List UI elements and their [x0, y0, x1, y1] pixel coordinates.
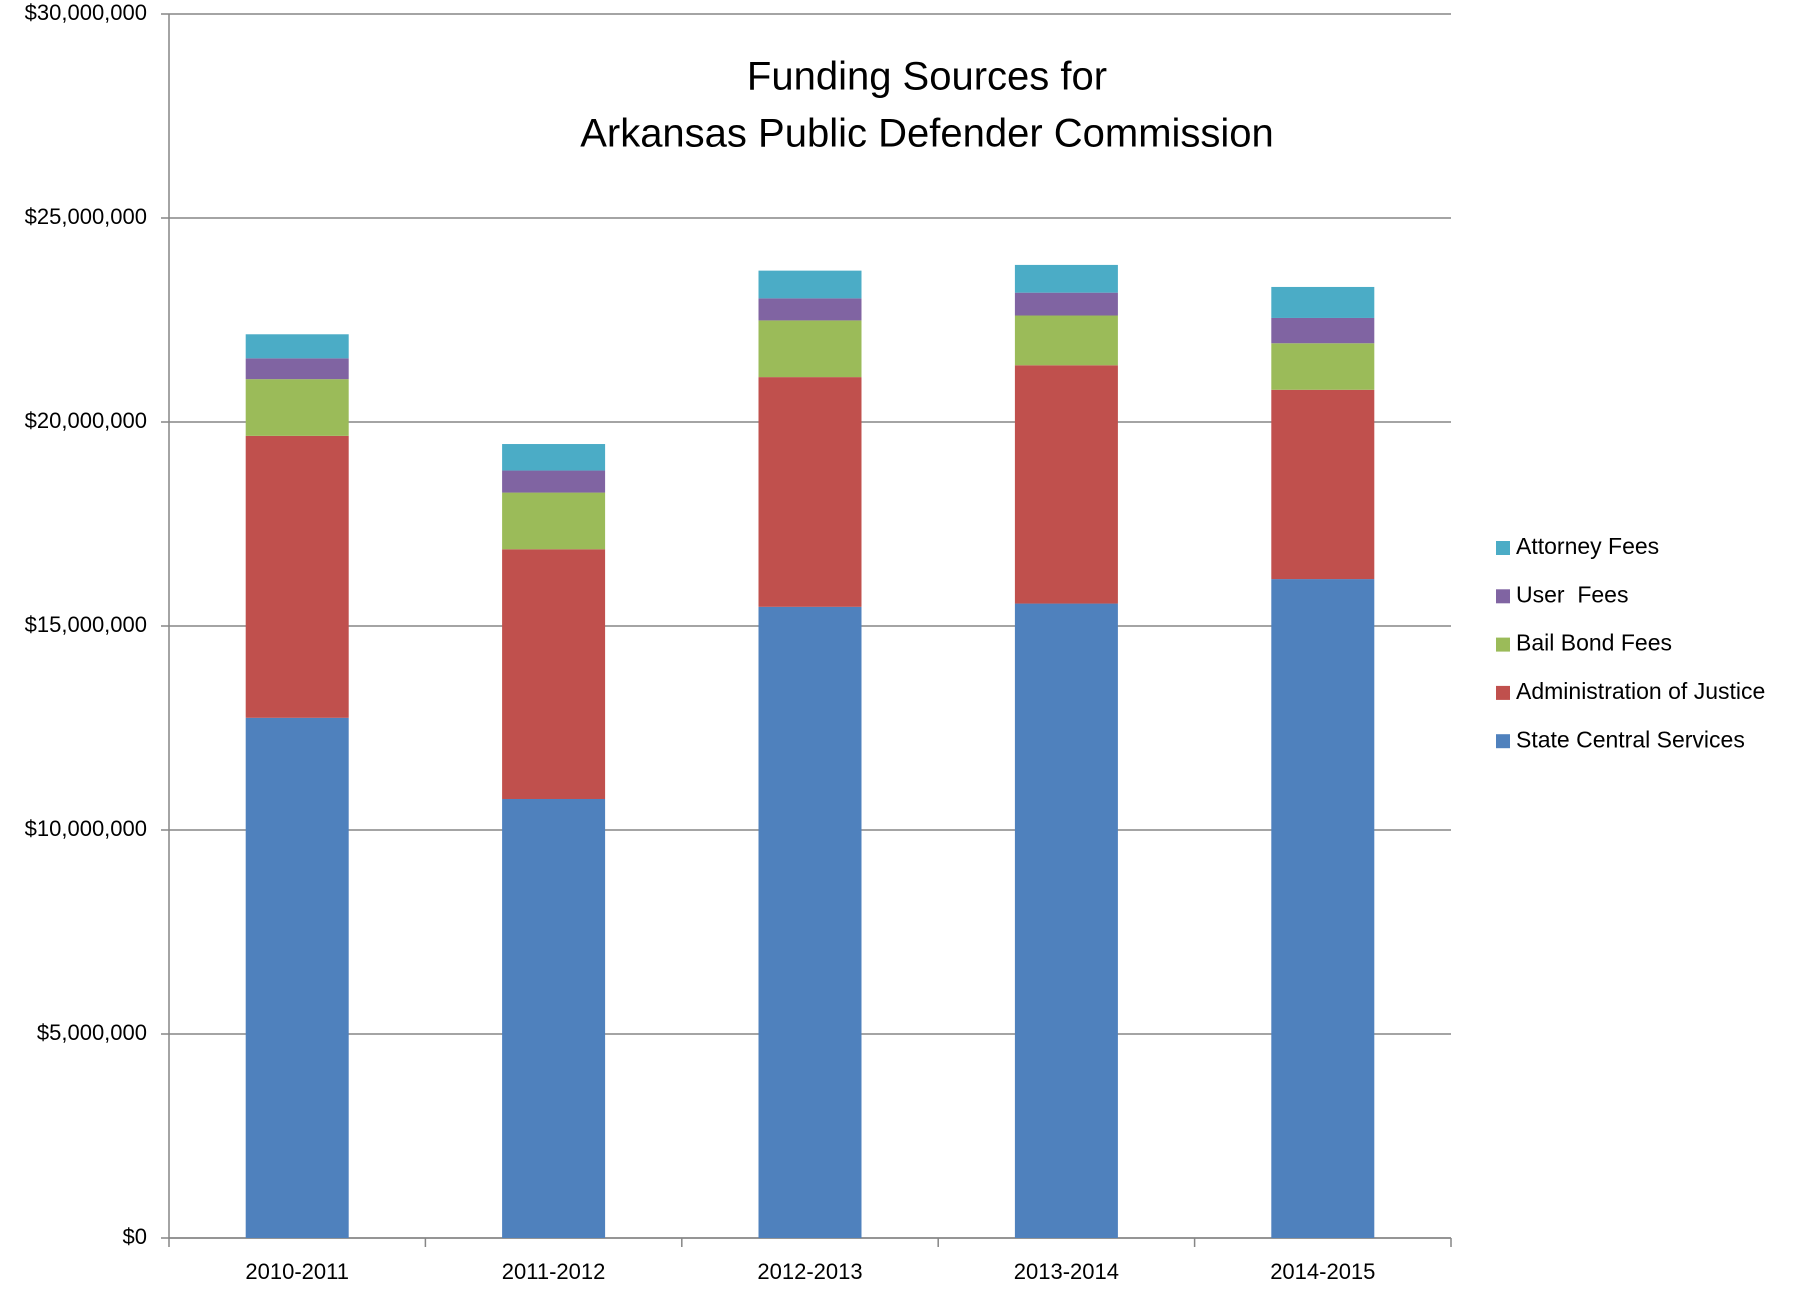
y-tick-label: $0 [123, 1224, 147, 1249]
y-tick-label: $30,000,000 [25, 0, 147, 25]
bar-segment [1014, 603, 1118, 1238]
bar-segment [758, 377, 862, 607]
legend-label: Administration of Justice [1516, 678, 1765, 704]
bar-segment [1271, 286, 1375, 318]
bar-segment [758, 270, 862, 299]
bar-segment [1271, 579, 1375, 1238]
x-tick-label: 2012-2013 [757, 1259, 862, 1284]
chart-title: Arkansas Public Defender Commission [580, 112, 1274, 156]
y-tick-label: $20,000,000 [25, 408, 147, 433]
chart-title: Funding Sources for [747, 55, 1107, 99]
bar-segment [245, 334, 349, 359]
bar-segment [1271, 317, 1375, 344]
bar-segment [1014, 365, 1118, 604]
legend-label: State Central Services [1516, 726, 1745, 752]
legend-swatch [1496, 589, 1510, 604]
x-tick-label: 2014-2015 [1270, 1259, 1375, 1284]
bar-segment [1014, 292, 1118, 316]
x-tick-label: 2010-2011 [245, 1259, 349, 1284]
legend-label: Attorney Fees [1516, 533, 1659, 559]
bar-segment [502, 444, 606, 471]
y-tick-label: $25,000,000 [25, 204, 147, 229]
legend-label: User Fees [1516, 581, 1628, 607]
x-tick-label: 2013-2014 [1014, 1259, 1119, 1284]
bar-segment [758, 320, 862, 378]
legend-swatch [1496, 734, 1510, 749]
bar-segment [502, 549, 606, 799]
x-tick-label: 2011-2012 [502, 1259, 606, 1284]
legend-swatch [1496, 685, 1510, 700]
bar-segment [758, 606, 862, 1238]
bar-segment [245, 358, 349, 380]
y-tick-label: $10,000,000 [25, 816, 147, 841]
bar-segment [245, 379, 349, 436]
legend-label: Bail Bond Fees [1516, 630, 1672, 656]
bar-segment [1014, 315, 1118, 366]
bar-segment [245, 435, 349, 718]
bar-segment [502, 492, 606, 550]
bar-segment [1271, 343, 1375, 390]
bar-segment [1271, 389, 1375, 580]
bar-segment [502, 470, 606, 493]
bar-segment [502, 798, 606, 1238]
bar-segment [758, 298, 862, 321]
y-tick-label: $15,000,000 [25, 612, 147, 637]
legend-swatch [1496, 541, 1510, 555]
y-tick-label: $5,000,000 [37, 1020, 147, 1045]
bar-segment [1014, 264, 1118, 293]
legend-swatch [1496, 637, 1510, 652]
bar-segment [245, 717, 349, 1238]
